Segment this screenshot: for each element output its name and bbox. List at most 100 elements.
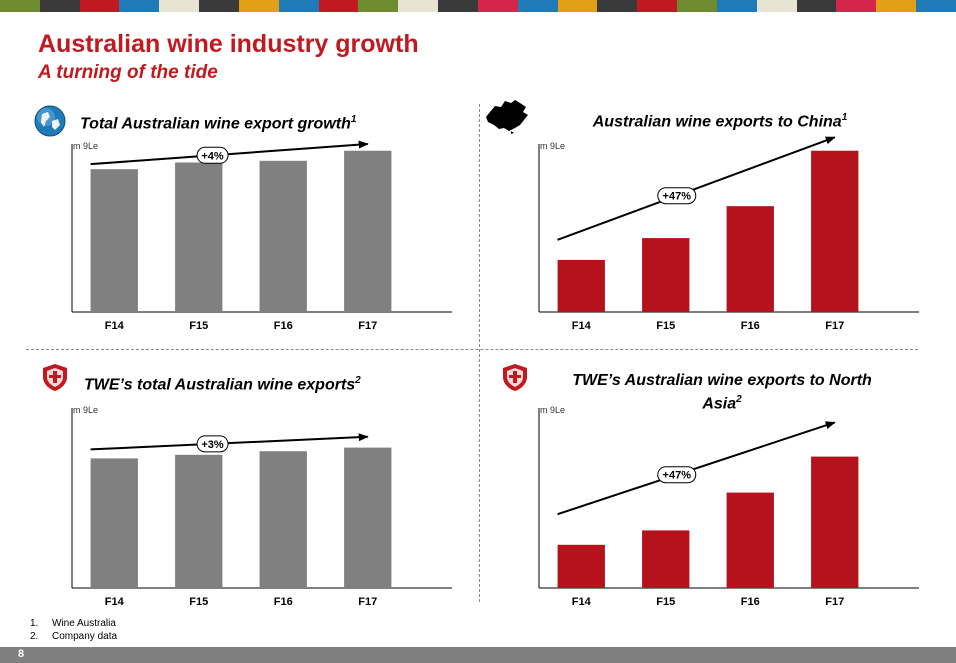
- unit-label: m 9Le: [73, 405, 99, 415]
- stripe-segment: [637, 0, 678, 12]
- trend-arrow: [557, 136, 836, 241]
- stripe-segment: [756, 0, 797, 12]
- bar-f17: [344, 447, 392, 588]
- trend-label-pill: [196, 435, 229, 453]
- x-tick-label: F14: [105, 320, 125, 332]
- trend-label-pill: [196, 146, 229, 164]
- footnote-ref: 2: [355, 375, 361, 386]
- footnote-number: 2.: [30, 631, 39, 642]
- footnote-ref: 1: [350, 114, 357, 125]
- stripe-segment: [796, 0, 837, 12]
- trend-arrow: [90, 140, 369, 166]
- stripe-segment: [318, 0, 359, 12]
- trend-label: +4%: [201, 150, 224, 162]
- x-tick-label: F16: [741, 596, 760, 608]
- stripe-segment: [916, 0, 956, 12]
- bar-f14: [90, 458, 138, 588]
- bar-f15: [175, 162, 223, 312]
- bar-f15: [642, 530, 690, 588]
- chart-twe-north-asia: F14 F15 F16 F17 +47%: [538, 408, 919, 608]
- footnote-ref: 2: [736, 394, 742, 405]
- x-tick-label: F15: [656, 596, 675, 608]
- x-tick-label: F16: [274, 596, 293, 608]
- unit-label: m 9Le: [73, 141, 99, 151]
- trend-label-pill: [657, 466, 697, 484]
- footnote-ref: 1: [841, 112, 848, 123]
- x-tick-label: F15: [189, 320, 208, 332]
- stripe-segment: [876, 0, 917, 12]
- stripe-segment: [597, 0, 638, 12]
- stripe-segment: [438, 0, 478, 12]
- page-subtitle: A turning of the tide: [38, 62, 218, 83]
- x-tick-label: F15: [656, 320, 675, 332]
- bar-f17: [811, 456, 859, 588]
- x-tick-label: F14: [572, 596, 592, 608]
- unit-label: m 9Le: [540, 405, 566, 415]
- vertical-divider: [479, 104, 480, 602]
- stripe-segment: [836, 0, 877, 12]
- footnote-text: Wine Australia: [52, 618, 116, 629]
- page-number: 8: [18, 648, 25, 660]
- header-color-stripe: [0, 0, 956, 12]
- trend-label: +47%: [663, 191, 692, 203]
- china-map-icon: [486, 100, 528, 134]
- chart-twe-total: F14 F15 F16 F17 +3%: [71, 408, 452, 608]
- stripe-segment: [119, 0, 160, 12]
- bar-f17: [811, 150, 859, 312]
- panel-title-text: TWE’s Australian wine exports to North A…: [572, 372, 872, 413]
- footnotes: 1. Wine Australia 2. Company data: [30, 617, 117, 643]
- bar-f16: [726, 206, 774, 312]
- footnote-text: Company data: [52, 631, 118, 642]
- panel-title-twe-total: TWE’s total Australian wine exports2: [84, 371, 424, 394]
- panel-title-text: Australian wine exports to China: [592, 113, 842, 131]
- bar-f15: [642, 238, 690, 312]
- bar-f14: [557, 544, 605, 588]
- x-tick-label: F17: [358, 596, 377, 608]
- x-tick-label: F17: [825, 596, 844, 608]
- footer-bar: 8: [0, 647, 956, 663]
- stripe-segment: [159, 0, 200, 12]
- stripe-segment: [199, 0, 239, 12]
- panel-title-twe-north-asia: TWE’s Australian wine exports to North A…: [552, 371, 892, 413]
- stripe-segment: [477, 0, 518, 12]
- panel-title-total-export: Total Australian wine export growth1: [80, 110, 400, 133]
- stripe-segment: [716, 0, 757, 12]
- footnote-1: 1. Wine Australia: [30, 617, 117, 630]
- stripe-segment: [39, 0, 80, 12]
- bar-f14: [90, 169, 138, 312]
- bar-f17: [344, 150, 392, 312]
- x-tick-label: F14: [105, 596, 125, 608]
- x-tick-label: F16: [274, 320, 293, 332]
- x-tick-label: F17: [358, 320, 377, 332]
- bar-f16: [259, 451, 307, 588]
- bar-f16: [259, 160, 307, 312]
- stripe-segment: [398, 0, 439, 12]
- bar-f14: [557, 259, 605, 312]
- trend-arrow: [557, 421, 836, 516]
- footnote-number: 1.: [30, 618, 39, 629]
- horizontal-divider: [26, 349, 918, 350]
- chart-china-exports: F14 F15 F16 F17 +47%: [538, 136, 919, 332]
- panel-title-china: Australian wine exports to China1: [560, 108, 880, 131]
- stripe-segment: [79, 0, 120, 12]
- panel-title-text: Total Australian wine export growth: [80, 115, 351, 133]
- bar-f16: [726, 492, 774, 588]
- x-tick-label: F14: [572, 320, 592, 332]
- x-tick-label: F17: [825, 320, 844, 332]
- twe-crest-icon: [503, 364, 527, 391]
- globe-icon: [34, 105, 66, 137]
- twe-crest-icon: [43, 364, 67, 391]
- trend-arrow: [90, 433, 369, 451]
- trend-label-pill: [657, 187, 697, 205]
- stripe-segment: [557, 0, 598, 12]
- footnote-2: 2. Company data: [30, 630, 117, 643]
- x-tick-label: F16: [741, 320, 760, 332]
- stripe-segment: [517, 0, 558, 12]
- panel-title-text: TWE’s total Australian wine exports: [84, 376, 356, 394]
- stripe-segment: [677, 0, 717, 12]
- page-title: Australian wine industry growth: [38, 30, 419, 58]
- x-tick-label: F15: [189, 596, 208, 608]
- trend-label: +47%: [663, 470, 692, 482]
- unit-label: m 9Le: [540, 141, 566, 151]
- stripe-segment: [278, 0, 319, 12]
